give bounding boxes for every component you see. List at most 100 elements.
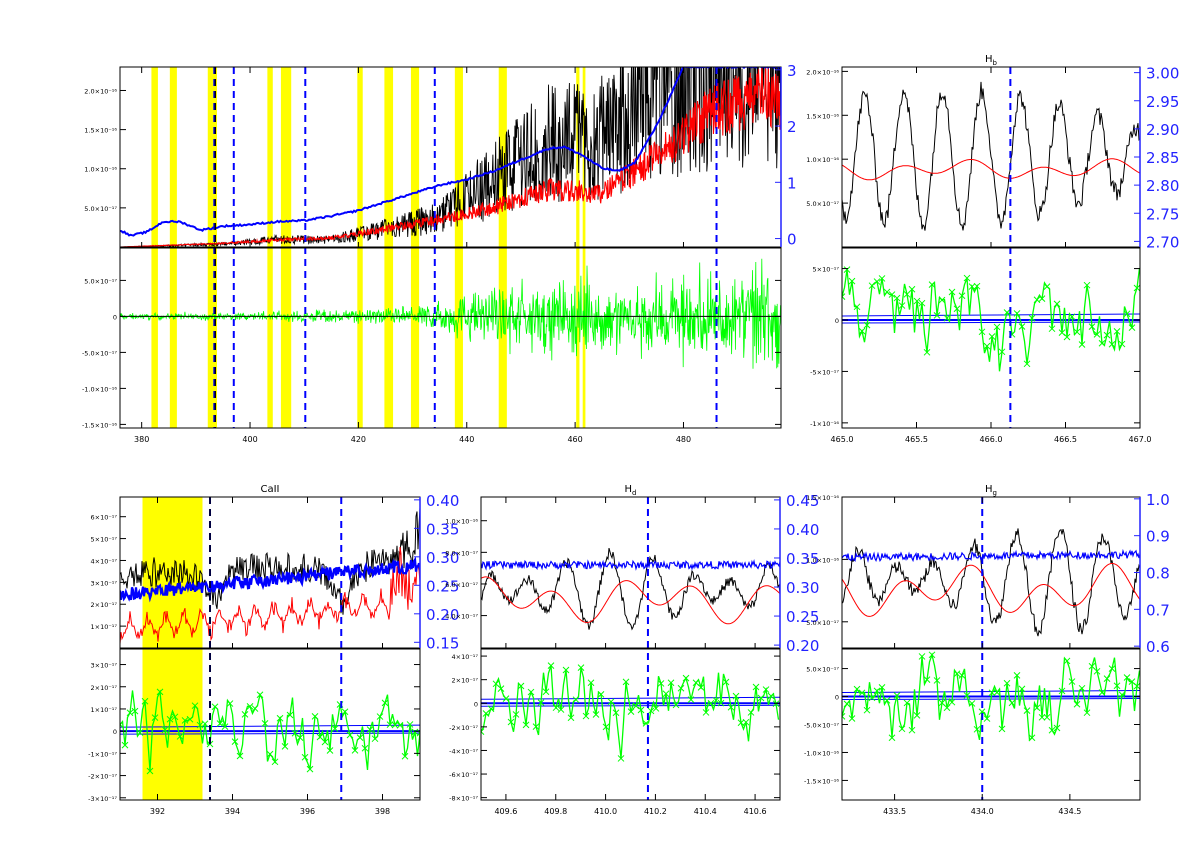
residual-point — [411, 728, 419, 736]
residual-point — [1058, 687, 1066, 695]
residual-point — [1088, 662, 1096, 670]
residual-point — [1043, 283, 1051, 290]
residual-point — [256, 691, 264, 699]
x-tick-label: 409.6 — [494, 807, 517, 816]
y-tick-label: 1.5×10⁻¹⁶ — [806, 494, 839, 502]
panel-overview: 380 400 420 440 460 480 5.0×10⁻¹⁷ 1.0×10⁻¹⁶ 1.5×… — [82, 62, 797, 444]
residual-point — [341, 708, 349, 716]
residual-point — [627, 708, 635, 715]
residual-point — [176, 733, 184, 740]
y2-tick-label: 2.80 — [1146, 177, 1179, 195]
x-tick-label: 398 — [375, 807, 390, 816]
x-tick-label: 460 — [567, 435, 582, 444]
top-frame — [841, 496, 1141, 649]
y-tick-label: -3×10⁻¹⁷ — [88, 795, 117, 803]
residual-point — [948, 288, 956, 296]
residual-point — [953, 670, 961, 678]
y-tick-label: 4.0×10⁻¹⁷ — [445, 613, 478, 621]
y-tick-label: 2×10⁻¹⁷ — [452, 677, 479, 685]
residual-point — [913, 711, 921, 719]
residual-point — [592, 711, 600, 718]
x-tick-label: 409.8 — [544, 807, 567, 816]
y-tick-label: -1×10⁻¹⁷ — [88, 750, 117, 758]
residual-point — [1068, 678, 1076, 685]
residual-point — [171, 713, 179, 721]
residual-point — [587, 679, 595, 687]
y-tick-label: 5×10⁻¹⁷ — [91, 536, 118, 544]
y-tick-label: 1.0×10⁻¹⁶ — [806, 156, 839, 164]
residual-point — [622, 678, 630, 686]
panel-title: Hd — [625, 484, 637, 497]
residual-point — [762, 686, 770, 693]
y2-tick-label: 0.8 — [1146, 565, 1170, 583]
residual-point — [286, 711, 294, 719]
masked-region — [576, 248, 580, 428]
observed-spectrum-line — [481, 547, 780, 631]
panel-hg: 433.5 434.0 434.5 5.0×10⁻¹⁷ 1.0×10⁻¹⁶ 1.5×10⁻… — [804, 484, 1170, 816]
residual-point — [276, 714, 284, 722]
residual-point — [1028, 314, 1036, 322]
residual-point — [913, 297, 921, 305]
y2-tick-label: 0.15 — [426, 634, 459, 652]
residual-point — [963, 274, 971, 282]
y-tick-label: -1.0×10⁻¹⁶ — [82, 385, 117, 393]
residual-point — [502, 695, 510, 703]
model-spectrum-line — [842, 158, 1140, 181]
masked-region — [498, 248, 507, 428]
y2-tick-label: 2.70 — [1146, 233, 1179, 251]
y2-tick-label: 0 — [787, 231, 797, 249]
residual-point — [557, 706, 565, 713]
masked-region — [576, 67, 580, 247]
residual-point — [120, 721, 124, 728]
residual-point — [617, 755, 625, 762]
masked-region — [410, 248, 420, 428]
residual-point — [983, 715, 991, 722]
x-tick-label: 410.2 — [644, 807, 667, 816]
model-spectrum-line — [481, 576, 780, 625]
residual-point — [381, 699, 389, 707]
y2-tick-label: 0.7 — [1146, 601, 1170, 619]
residual-point — [1098, 689, 1106, 696]
residual-point — [843, 266, 851, 273]
residual-point — [281, 742, 289, 750]
residual-point — [1038, 295, 1046, 303]
residual-point — [993, 323, 1001, 331]
y2-tick-label: 2.85 — [1146, 149, 1179, 167]
panel-title-subscript: g — [993, 489, 997, 497]
residual-point — [883, 697, 891, 704]
residual-point — [597, 690, 605, 698]
y-tick-label: 4×10⁻¹⁷ — [452, 653, 479, 661]
residual-point — [958, 672, 966, 679]
residual-point — [963, 692, 971, 699]
x-tick-label: 392 — [150, 807, 165, 816]
residual-point — [873, 278, 881, 285]
residual-point — [928, 281, 936, 288]
residual-point — [201, 720, 209, 728]
observed-spectrum-line — [842, 528, 1140, 637]
y-tick-label: 5×10⁻¹⁷ — [813, 266, 840, 274]
residual-point — [928, 651, 936, 659]
residual-point — [1053, 724, 1061, 732]
residual-point — [878, 275, 886, 282]
residual-point — [868, 282, 876, 290]
residual-point — [883, 288, 891, 296]
residual-point — [366, 726, 374, 733]
y-tick-label: 0 — [474, 700, 478, 708]
residual-point — [146, 767, 154, 775]
residual-point — [1078, 684, 1086, 692]
residual-point — [396, 721, 404, 729]
y-tick-label: -2×10⁻¹⁷ — [88, 773, 117, 781]
residual-point — [567, 714, 575, 722]
residual-point — [933, 311, 941, 319]
y-tick-label: -1.5×10⁻¹⁶ — [82, 421, 117, 429]
residual-point — [1123, 674, 1131, 681]
y-tick-label: -5.0×10⁻¹⁷ — [82, 349, 117, 357]
y-tick-label: 1.0×10⁻¹⁶ — [445, 518, 478, 526]
y-tick-label: 5.0×10⁻¹⁷ — [84, 277, 117, 285]
ratio-line — [842, 548, 1140, 563]
residual-point — [953, 305, 961, 313]
residual-point — [667, 679, 675, 687]
residual-point — [326, 747, 334, 754]
residual-point — [306, 765, 314, 773]
